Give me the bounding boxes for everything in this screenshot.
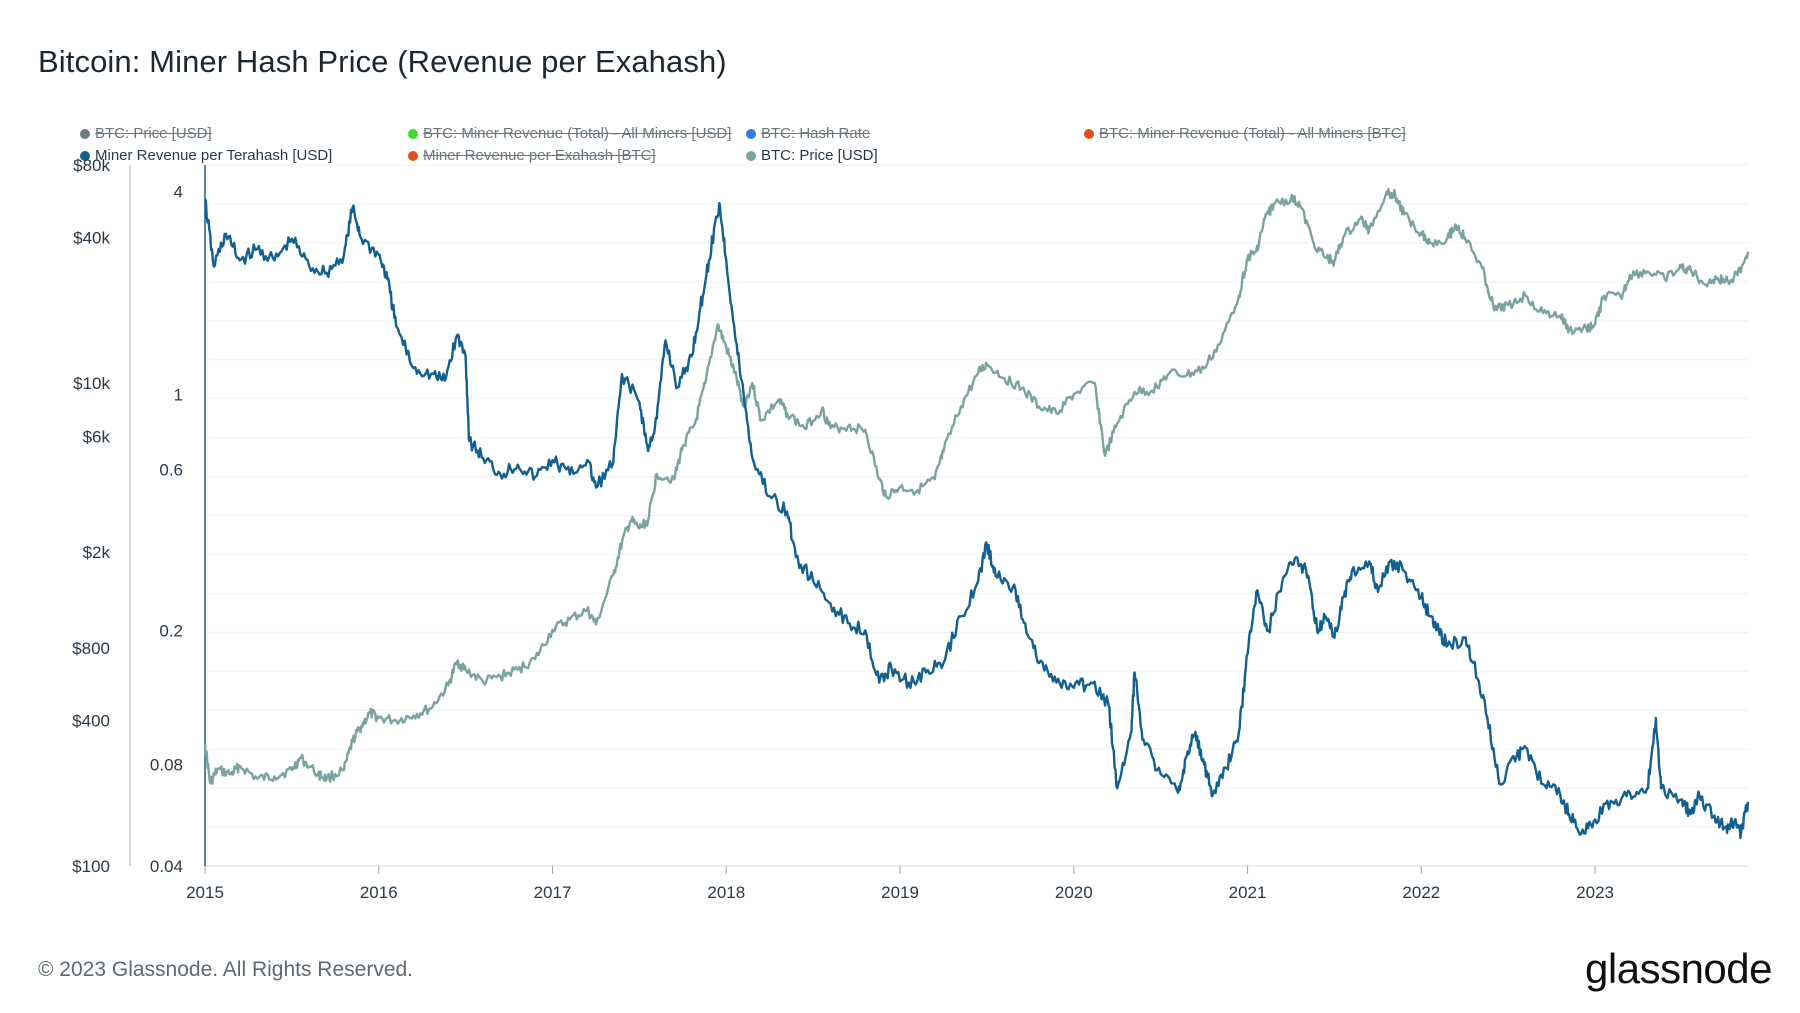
legend-dot-icon bbox=[746, 128, 756, 139]
glassnode-logo[interactable]: glassnode bbox=[1585, 945, 1772, 992]
left-axis-tick-label: $10k bbox=[73, 374, 110, 393]
legend-dot-icon bbox=[746, 150, 756, 161]
legend-dot-icon bbox=[1084, 128, 1094, 139]
chart-title: Bitcoin: Miner Hash Price (Revenue per E… bbox=[38, 44, 727, 79]
inner-axis-tick-label: 0.04 bbox=[150, 857, 183, 876]
x-axis-tick-label: 2023 bbox=[1576, 883, 1614, 902]
inner-axis-tick-label: 0.6 bbox=[159, 460, 183, 479]
x-axis-tick-label: 2021 bbox=[1229, 883, 1267, 902]
inner-axis-tick-label: 4 bbox=[174, 183, 183, 202]
x-axis-tick-label: 2019 bbox=[881, 883, 919, 902]
series-lines bbox=[203, 188, 1750, 840]
left-price-axis: $100 $400 $800 $2k $6k $10k $40k $80k bbox=[72, 156, 131, 876]
left-axis-tick-label: $40k bbox=[73, 229, 110, 248]
legend-item-hash-rate[interactable]: BTC: Hash Rate bbox=[746, 125, 870, 142]
legend-item-btc-price-usd-hidden[interactable]: BTC: Price [USD] bbox=[80, 125, 212, 142]
x-axis-tick-label: 2015 bbox=[186, 883, 224, 902]
left-axis-tick-label: $80k bbox=[73, 156, 110, 175]
legend-item-miner-revenue-usd[interactable]: BTC: Miner Revenue (Total) - All Miners … bbox=[408, 125, 731, 142]
x-axis-tick-label: 2022 bbox=[1402, 883, 1440, 902]
x-axis-tick-label: 2017 bbox=[534, 883, 572, 902]
legend-dot-icon bbox=[408, 150, 418, 161]
legend-dot-icon bbox=[408, 128, 418, 139]
series-line-btc-price bbox=[203, 188, 1750, 785]
left-axis-tick-label: $800 bbox=[72, 639, 110, 658]
left-axis-tick-label: $6k bbox=[83, 428, 111, 447]
left-axis-tick-label: $400 bbox=[72, 712, 110, 731]
series-line-revenue-per-terahash bbox=[203, 198, 1750, 840]
legend-item-revenue-per-terahash[interactable]: Miner Revenue per Terahash [USD] bbox=[80, 147, 332, 164]
legend-item-btc-price-usd[interactable]: BTC: Price [USD] bbox=[746, 147, 878, 164]
left-axis-tick-label: $100 bbox=[72, 857, 110, 876]
inner-axis-tick-label: 0.2 bbox=[159, 621, 183, 640]
legend: BTC: Price [USD] BTC: Miner Revenue (Tot… bbox=[80, 125, 1780, 190]
legend-item-miner-revenue-btc[interactable]: BTC: Miner Revenue (Total) - All Miners … bbox=[1084, 125, 1406, 142]
x-axis-tick-label: 2020 bbox=[1055, 883, 1093, 902]
inner-revenue-axis: 0.04 0.08 0.2 0.6 1 4 bbox=[150, 165, 206, 876]
legend-dot-icon bbox=[80, 128, 90, 139]
legend-item-revenue-per-exahash-btc[interactable]: Miner Revenue per Exahash [BTC] bbox=[408, 147, 656, 164]
x-axis: 2015 2016 2017 2018 2019 2020 2021 2022 2023 bbox=[186, 866, 1614, 902]
inner-axis-tick-label: 0.08 bbox=[150, 756, 183, 775]
x-axis-tick-label: 2018 bbox=[707, 883, 745, 902]
x-axis-tick-label: 2016 bbox=[360, 883, 398, 902]
inner-axis-tick-label: 1 bbox=[174, 386, 183, 405]
left-axis-tick-label: $2k bbox=[83, 543, 111, 562]
legend-dot-icon bbox=[80, 150, 90, 161]
copyright-footer: © 2023 Glassnode. All Rights Reserved. bbox=[38, 958, 414, 981]
